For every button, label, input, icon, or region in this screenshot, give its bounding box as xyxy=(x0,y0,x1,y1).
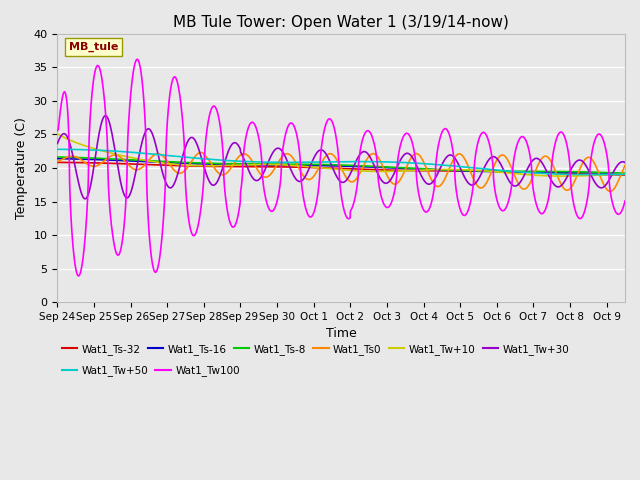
Y-axis label: Temperature (C): Temperature (C) xyxy=(15,117,28,219)
Text: MB_tule: MB_tule xyxy=(68,42,118,52)
Title: MB Tule Tower: Open Water 1 (3/19/14-now): MB Tule Tower: Open Water 1 (3/19/14-now… xyxy=(173,15,509,30)
Legend: Wat1_Tw+50, Wat1_Tw100: Wat1_Tw+50, Wat1_Tw100 xyxy=(58,361,244,380)
X-axis label: Time: Time xyxy=(326,327,356,340)
